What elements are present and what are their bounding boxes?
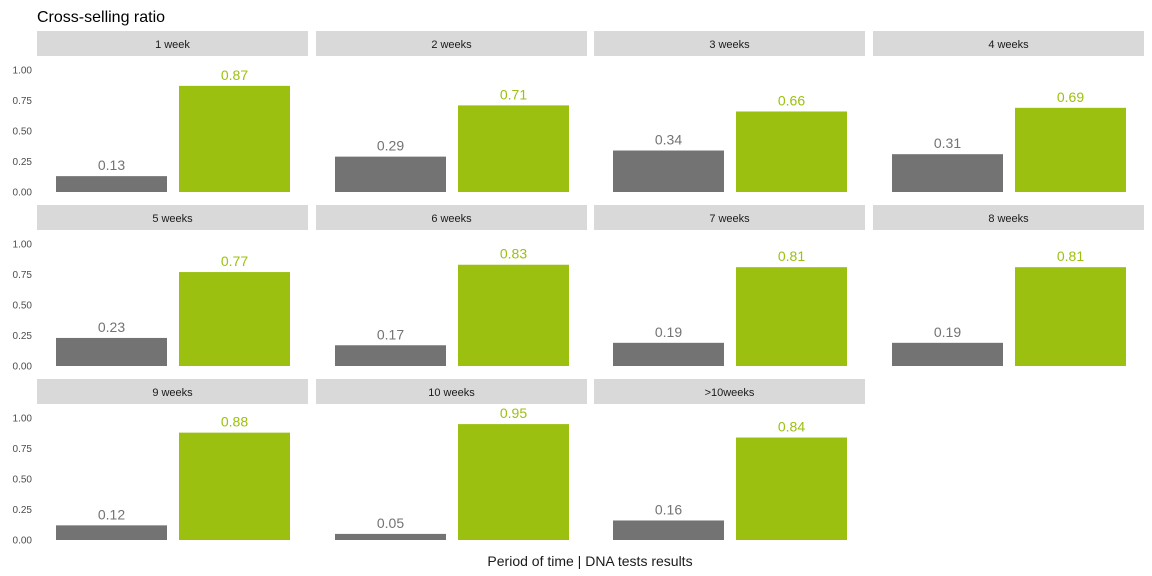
bar-second — [179, 432, 290, 540]
bar-second — [179, 272, 290, 366]
data-label: 0.71 — [500, 86, 527, 102]
facet-panels: 1.00 0.75 0.50 0.25 0.00 1.00 0.75 0.50 0.25 0.00… — [13, 31, 1144, 547]
y-tick-label: 0.50 — [13, 127, 33, 138]
facet-strip — [37, 379, 308, 404]
facet-strip-label: 1 week — [155, 39, 190, 51]
facet-panel: 6 weeks 0.17 0.83 — [316, 205, 587, 366]
bar-first — [335, 345, 446, 366]
data-label: 0.31 — [934, 135, 961, 151]
bar-first — [613, 150, 724, 192]
bar-second — [458, 264, 569, 366]
data-label: 0.81 — [778, 248, 805, 264]
data-label: 0.87 — [221, 67, 248, 83]
y-tick-label: 1.00 — [13, 414, 33, 425]
facet-panel: 2 weeks 0.29 0.71 — [316, 31, 587, 192]
facet-strip-label: 9 weeks — [152, 387, 193, 399]
data-label: 0.23 — [98, 319, 125, 335]
data-label: 0.17 — [377, 326, 404, 342]
x-axis-label: Period of time | DNA tests results — [487, 553, 692, 569]
bar-second — [179, 85, 290, 192]
data-label: 0.83 — [500, 246, 527, 262]
data-label: 0.95 — [500, 405, 527, 421]
facet-panel: 8 weeks 0.19 0.81 — [873, 205, 1144, 366]
facet-panel: 4 weeks 0.31 0.69 — [873, 31, 1144, 192]
data-label: 0.05 — [377, 515, 404, 531]
facet-panel: 7 weeks 0.19 0.81 — [594, 205, 865, 366]
facet-strip-label: 10 weeks — [428, 387, 475, 399]
data-label: 0.66 — [778, 92, 805, 108]
y-tick-label: 1.00 — [13, 66, 33, 77]
y-tick-label: 0.75 — [13, 444, 33, 455]
bar-first — [335, 533, 446, 540]
facet-strip — [594, 379, 865, 404]
y-tick-label: 0.25 — [13, 157, 33, 168]
data-label: 0.84 — [778, 419, 805, 435]
facet-strip — [594, 205, 865, 230]
data-label: 0.13 — [98, 157, 125, 173]
data-label: 0.81 — [1057, 248, 1084, 264]
bar-first — [613, 342, 724, 366]
data-label: 0.34 — [655, 132, 682, 148]
y-tick-label: 0.00 — [13, 362, 33, 373]
facet-strip-label: 3 weeks — [709, 39, 750, 51]
y-tick-label: 0.50 — [13, 475, 33, 486]
bar-second — [736, 437, 847, 540]
facet-panel: 1 week 0.13 0.87 — [37, 31, 308, 192]
bar-first — [335, 156, 446, 192]
facet-strip-label: 6 weeks — [431, 213, 472, 225]
bar-first — [56, 337, 167, 366]
y-tick-label: 0.75 — [13, 270, 33, 281]
data-label: 0.77 — [221, 253, 248, 269]
facet-strip — [316, 379, 587, 404]
facet-panel: 3 weeks 0.34 0.66 — [594, 31, 865, 192]
facet-strip-label: 7 weeks — [709, 213, 750, 225]
facet-strip-label: 8 weeks — [988, 213, 1029, 225]
y-tick-label: 0.00 — [13, 188, 33, 199]
y-tick-label: 0.75 — [13, 96, 33, 107]
data-label: 0.16 — [655, 501, 682, 517]
data-label: 0.19 — [655, 324, 682, 340]
facet-strip-label: 2 weeks — [431, 39, 472, 51]
facet-strip — [873, 31, 1144, 56]
y-tick-label: 0.25 — [13, 331, 33, 342]
bar-first — [613, 520, 724, 540]
data-label: 0.12 — [98, 506, 125, 522]
facet-strip-label: 5 weeks — [152, 213, 193, 225]
facet-strip — [37, 31, 308, 56]
data-label: 0.69 — [1057, 89, 1084, 105]
y-tick-label: 0.25 — [13, 505, 33, 516]
data-label: 0.19 — [934, 324, 961, 340]
facet-strip-label: 4 weeks — [988, 39, 1029, 51]
data-label: 0.29 — [377, 138, 404, 154]
bar-first — [56, 176, 167, 192]
bar-second — [736, 111, 847, 192]
chart-title: Cross-selling ratio — [37, 9, 165, 26]
facet-strip — [37, 205, 308, 230]
bar-first — [892, 342, 1003, 366]
facet-panel: >10weeks 0.16 0.84 — [594, 379, 865, 540]
bar-first — [892, 154, 1003, 192]
facet-panel: 5 weeks 0.23 0.77 — [37, 205, 308, 366]
facet-strip — [594, 31, 865, 56]
bar-second — [1015, 267, 1126, 366]
data-label: 0.88 — [221, 414, 248, 430]
bar-first — [56, 525, 167, 540]
facet-panel: 9 weeks 0.12 0.88 — [37, 379, 308, 540]
facet-strip — [316, 205, 587, 230]
facet-panel: 10 weeks 0.05 0.95 — [316, 379, 587, 540]
facet-strip — [316, 31, 587, 56]
y-tick-label: 0.00 — [13, 536, 33, 547]
bar-second — [458, 105, 569, 192]
facet-strip-label: >10weeks — [705, 387, 755, 399]
bar-second — [736, 267, 847, 366]
bar-second — [458, 424, 569, 540]
y-tick-label: 1.00 — [13, 240, 33, 251]
facet-strip — [873, 205, 1144, 230]
bar-second — [1015, 107, 1126, 192]
y-tick-label: 0.50 — [13, 301, 33, 312]
